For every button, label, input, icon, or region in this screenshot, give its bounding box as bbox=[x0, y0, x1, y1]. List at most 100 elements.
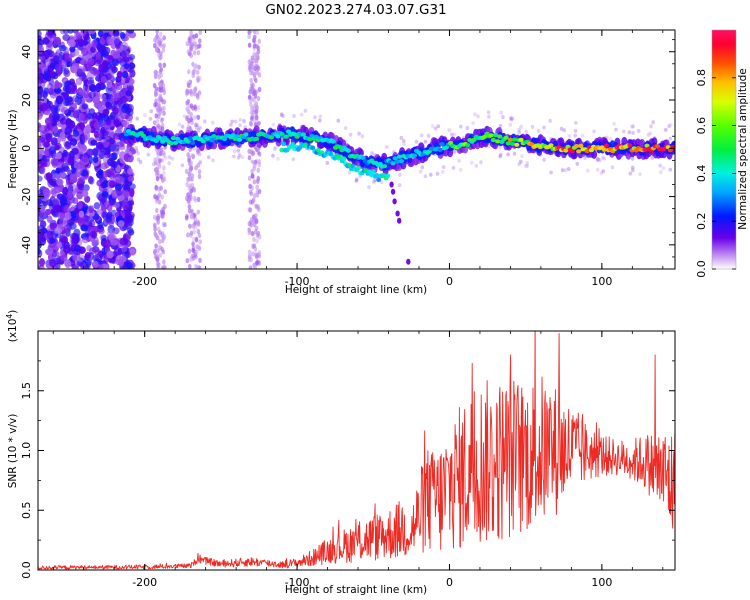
spectrogram-cell bbox=[155, 207, 159, 213]
spectrogram-cell bbox=[121, 182, 129, 191]
spectrogram-cell bbox=[107, 229, 115, 238]
spectrogram-cell bbox=[92, 155, 99, 164]
spectrogram-cell bbox=[115, 76, 122, 83]
spectrogram-cell bbox=[390, 161, 396, 166]
spectrogram-cell bbox=[149, 109, 153, 114]
spectrogram-cell bbox=[196, 105, 201, 111]
spectrogram-cell bbox=[157, 262, 161, 268]
spectrogram-cell bbox=[129, 188, 135, 198]
spectrogram-cell bbox=[257, 38, 262, 44]
spectrogram-cell bbox=[631, 168, 635, 173]
spectrogram-cell bbox=[250, 173, 255, 179]
spectrogram-cell bbox=[659, 170, 663, 175]
spectrogram-cell bbox=[253, 89, 257, 95]
spectrogram-cell bbox=[53, 36, 62, 46]
spectrogram-cell bbox=[185, 90, 189, 96]
spectrogram-cell bbox=[394, 159, 400, 164]
spectrogram-cell bbox=[162, 110, 166, 116]
spectrogram-cell bbox=[189, 53, 193, 59]
spectrogram-cell bbox=[252, 97, 256, 103]
y-tick-label: -40 bbox=[20, 236, 33, 254]
spectrogram-cell bbox=[162, 99, 167, 105]
spectrogram-cell bbox=[499, 110, 504, 115]
spectrogram-cell bbox=[54, 143, 62, 150]
spectrogram-cell bbox=[256, 65, 261, 71]
spectrogram-cell bbox=[186, 124, 191, 131]
spectrogram-cell bbox=[275, 134, 281, 139]
spectrogram-cell bbox=[254, 217, 259, 223]
spectrogram-cell bbox=[190, 182, 195, 189]
spectrogram-cell bbox=[642, 147, 648, 152]
spectrogram-cell bbox=[348, 132, 353, 137]
spectrogram-cell bbox=[253, 58, 258, 64]
spectrogram-cell bbox=[313, 115, 317, 120]
spectrogram-cell bbox=[385, 173, 391, 179]
y-tick-label: 1.0 bbox=[20, 442, 33, 460]
spectrogram-cell bbox=[630, 124, 635, 129]
spectrogram-cell bbox=[78, 215, 84, 224]
spectrogram-cell bbox=[43, 156, 50, 163]
spectrogram-cell bbox=[48, 146, 57, 155]
spectrogram-cell bbox=[530, 124, 535, 129]
spectrogram-cell bbox=[384, 145, 389, 149]
spectrogram-cell bbox=[191, 236, 196, 243]
spectrogram-cell bbox=[87, 155, 94, 165]
spectrogram-cell bbox=[38, 35, 42, 43]
spectrogram-cell bbox=[669, 123, 673, 127]
y-tick-label: -20 bbox=[20, 188, 33, 206]
spectrogram-cell bbox=[548, 143, 554, 148]
spectrogram-cell bbox=[45, 30, 54, 37]
spectrogram-cell bbox=[414, 139, 419, 144]
spectrogram-cell bbox=[94, 95, 100, 103]
spectrogram-cell bbox=[162, 35, 166, 41]
spectrogram-cell bbox=[250, 159, 254, 164]
spectrogram-image bbox=[38, 30, 675, 269]
spectrogram-cell bbox=[63, 259, 71, 267]
spectrogram-cell bbox=[156, 125, 160, 130]
spectrogram-cell bbox=[83, 33, 90, 41]
y-tick-label: 40 bbox=[20, 45, 33, 59]
spectrogram-cell bbox=[184, 168, 189, 174]
spectrogram-cell bbox=[82, 184, 90, 192]
spectrogram-cell bbox=[189, 30, 193, 36]
colorbar-tick-label: 0.4 bbox=[695, 165, 708, 183]
spectrogram-cell bbox=[195, 123, 199, 128]
spectrogram-cell bbox=[95, 141, 104, 151]
spectrogram-cell bbox=[196, 94, 200, 100]
spectrogram-cell bbox=[123, 153, 131, 163]
spectrogram-cell bbox=[54, 227, 62, 234]
spectrogram-cell bbox=[60, 199, 67, 206]
spectrogram-cell bbox=[136, 151, 140, 156]
spectrogram-cell bbox=[209, 138, 215, 143]
snr-y-multiplier: (x104) bbox=[5, 310, 20, 343]
spectrogram-cell bbox=[62, 149, 68, 158]
spectrogram-cell bbox=[584, 149, 590, 154]
spectrogram-cell bbox=[188, 83, 192, 89]
spectrogram-cell bbox=[658, 163, 662, 168]
spectrogram-cell bbox=[192, 229, 196, 235]
spectrogram-cell bbox=[96, 42, 103, 52]
spectrogram-cell bbox=[452, 149, 457, 154]
spectrogram-cell bbox=[580, 133, 585, 138]
spectrogram-cell bbox=[91, 39, 98, 49]
spectrogram-cell bbox=[38, 198, 42, 205]
spectrogram-cell bbox=[77, 183, 84, 191]
spectrogram-cell bbox=[291, 157, 296, 162]
spectrogram-cell bbox=[552, 140, 559, 148]
spectrogram-cell bbox=[123, 132, 129, 137]
spectrogram-cell bbox=[507, 137, 513, 142]
spectrogram-cell bbox=[62, 98, 70, 107]
spectrogram-cell bbox=[53, 186, 61, 194]
spectrogram-cell bbox=[156, 215, 161, 221]
spectrogram-cell bbox=[159, 82, 164, 88]
spectrogram-cell bbox=[161, 206, 165, 212]
spectrogram-cell bbox=[188, 37, 192, 44]
spectrogram-cell bbox=[196, 209, 201, 215]
spectrogram-cell bbox=[402, 139, 406, 143]
spectrogram-cell bbox=[51, 249, 58, 258]
spectrogram-cell bbox=[48, 69, 56, 77]
spectrogram-cell bbox=[97, 30, 104, 38]
spectrogram-cell bbox=[602, 156, 606, 161]
spectrogram-cell bbox=[162, 170, 166, 177]
spectrogram-cell bbox=[608, 136, 613, 141]
